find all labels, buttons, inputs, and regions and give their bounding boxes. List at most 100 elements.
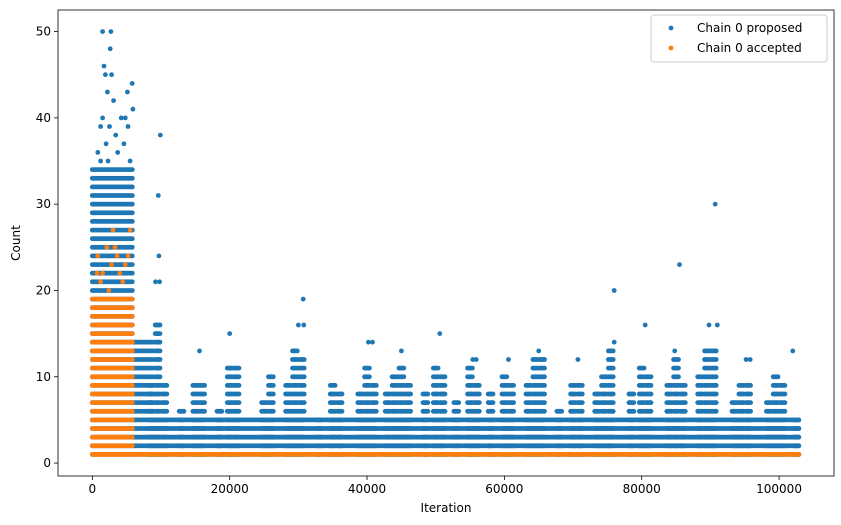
point-proposed: [129, 175, 135, 181]
point-proposed: [339, 426, 345, 431]
point-proposed: [301, 426, 307, 431]
point-proposed: [181, 408, 187, 414]
point-proposed: [129, 167, 135, 173]
point-proposed: [270, 391, 276, 397]
point-proposed: [129, 279, 135, 285]
point-proposed: [579, 391, 585, 397]
point-proposed: [157, 331, 163, 336]
point-proposed: [579, 426, 585, 431]
point-proposed: [270, 408, 276, 414]
point-proposed: [219, 434, 225, 440]
point-proposed: [490, 408, 496, 414]
point-proposed: [301, 391, 307, 397]
point-proposed: [476, 426, 482, 431]
point-proposed: [470, 365, 475, 371]
point-proposed: [270, 426, 276, 431]
point-proposed: [373, 383, 379, 388]
point-proposed: [157, 357, 163, 362]
point-proposed: [129, 210, 135, 216]
point-proposed: [202, 417, 208, 423]
point-proposed: [408, 408, 413, 414]
point-proposed: [181, 434, 187, 440]
point-proposed: [202, 383, 208, 388]
point-proposed: [476, 443, 482, 449]
point-proposed: [219, 417, 225, 423]
point-proposed: [425, 426, 431, 431]
point-proposed: [425, 443, 431, 449]
point-proposed: [373, 417, 379, 423]
point-proposed: [157, 365, 163, 371]
point-proposed: [579, 434, 585, 440]
point-proposed: [408, 443, 413, 449]
point-proposed: [339, 434, 345, 440]
point-proposed: [301, 374, 307, 380]
point-proposed: [442, 434, 448, 440]
point-proposed: [301, 357, 307, 362]
point-proposed: [442, 408, 448, 414]
point-proposed: [164, 400, 170, 405]
point-proposed: [202, 391, 208, 397]
point-proposed: [129, 244, 135, 250]
point-proposed: [332, 383, 338, 388]
point-proposed: [181, 426, 187, 431]
point-proposed: [511, 391, 516, 397]
point-proposed: [202, 434, 208, 440]
point-proposed: [164, 383, 170, 388]
point-proposed: [164, 443, 170, 449]
point-proposed: [456, 443, 462, 449]
point-proposed: [301, 383, 307, 388]
point-proposed: [442, 383, 448, 388]
point-proposed: [301, 434, 307, 440]
point-proposed: [270, 400, 276, 405]
point-proposed: [408, 417, 413, 423]
point-proposed: [236, 374, 242, 380]
point-proposed: [236, 426, 242, 431]
point-proposed: [301, 400, 307, 405]
point-proposed: [408, 391, 413, 397]
point-proposed: [270, 374, 276, 380]
point-proposed: [373, 400, 379, 405]
point-proposed: [435, 365, 441, 371]
point-proposed: [164, 434, 170, 440]
point-proposed: [511, 417, 516, 423]
point-proposed: [236, 383, 242, 388]
point-proposed: [504, 374, 510, 380]
point-proposed: [476, 391, 482, 397]
point-proposed: [542, 443, 547, 449]
point-proposed: [319, 443, 324, 449]
point-proposed: [579, 443, 585, 449]
point-proposed: [129, 219, 135, 224]
point-proposed: [319, 434, 324, 440]
point-proposed: [129, 253, 135, 259]
point-proposed: [301, 443, 307, 449]
point-proposed: [236, 408, 242, 414]
point-proposed: [442, 374, 448, 380]
point-proposed: [294, 348, 300, 354]
point-proposed: [401, 365, 407, 371]
point-proposed: [456, 408, 462, 414]
point-proposed: [456, 400, 462, 405]
point-proposed: [542, 417, 547, 423]
point-proposed: [579, 417, 585, 423]
point-proposed: [490, 400, 496, 405]
point-proposed: [129, 288, 135, 293]
point-proposed: [129, 184, 135, 190]
point-proposed: [442, 426, 448, 431]
plot-marks: [89, 29, 802, 457]
point-proposed: [339, 443, 345, 449]
point-proposed: [456, 434, 462, 440]
point-proposed: [511, 434, 516, 440]
point-proposed: [408, 426, 413, 431]
point-proposed: [129, 262, 135, 267]
point-proposed: [401, 374, 407, 380]
point-proposed: [164, 408, 170, 414]
point-proposed: [442, 400, 448, 405]
point-proposed: [408, 434, 413, 440]
point-proposed: [157, 348, 163, 354]
point-proposed: [476, 417, 482, 423]
point-proposed: [490, 426, 496, 431]
point-proposed: [157, 339, 163, 345]
point-proposed: [270, 417, 276, 423]
point-proposed: [129, 236, 135, 242]
point-proposed: [425, 408, 431, 414]
